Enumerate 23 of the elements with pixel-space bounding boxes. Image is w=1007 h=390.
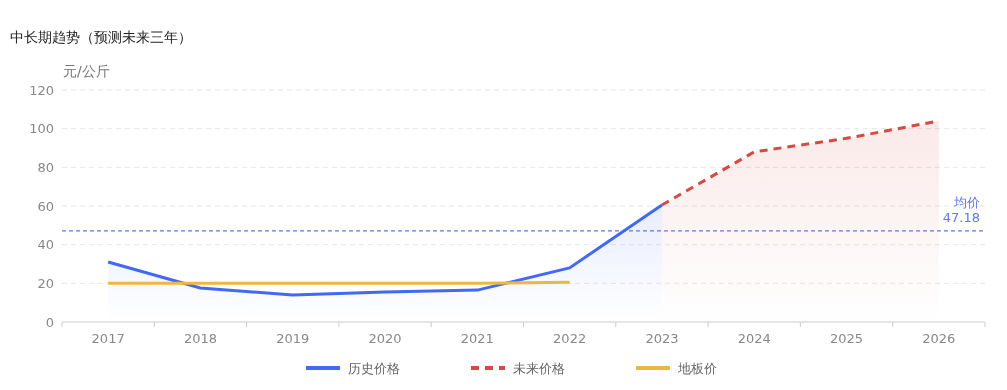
- x-tick-label: 2023: [645, 331, 679, 346]
- legend-label: 未来价格: [513, 360, 565, 376]
- x-tick-label: 2024: [737, 331, 771, 346]
- x-tick-label: 2020: [368, 331, 402, 346]
- x-tick-label: 2026: [922, 331, 956, 346]
- x-tick-label: 2018: [183, 331, 217, 346]
- y-tick-label: 20: [37, 275, 54, 291]
- x-tick-label: 2019: [276, 331, 310, 346]
- y-tick-label: 120: [29, 82, 54, 98]
- y-tick-label: 80: [37, 159, 54, 175]
- x-tick-label: 2025: [830, 331, 864, 346]
- x-tick-label: 2021: [460, 331, 494, 346]
- ref-line-label: 均价 47.18: [942, 194, 980, 225]
- y-axis-title: 元/公斤: [63, 63, 110, 79]
- y-tick-label: 0: [45, 314, 54, 330]
- chart-title: 中长期趋势（预测未来三年）: [10, 29, 192, 45]
- x-tick-label: 2017: [91, 331, 125, 346]
- legend-label: 历史价格: [348, 360, 400, 376]
- y-tick-label: 60: [37, 198, 54, 214]
- y-tick-label: 100: [29, 121, 54, 137]
- y-tick-label: 40: [37, 237, 54, 253]
- legend-label: 地板价: [677, 360, 717, 376]
- x-tick-label: 2022: [553, 331, 587, 346]
